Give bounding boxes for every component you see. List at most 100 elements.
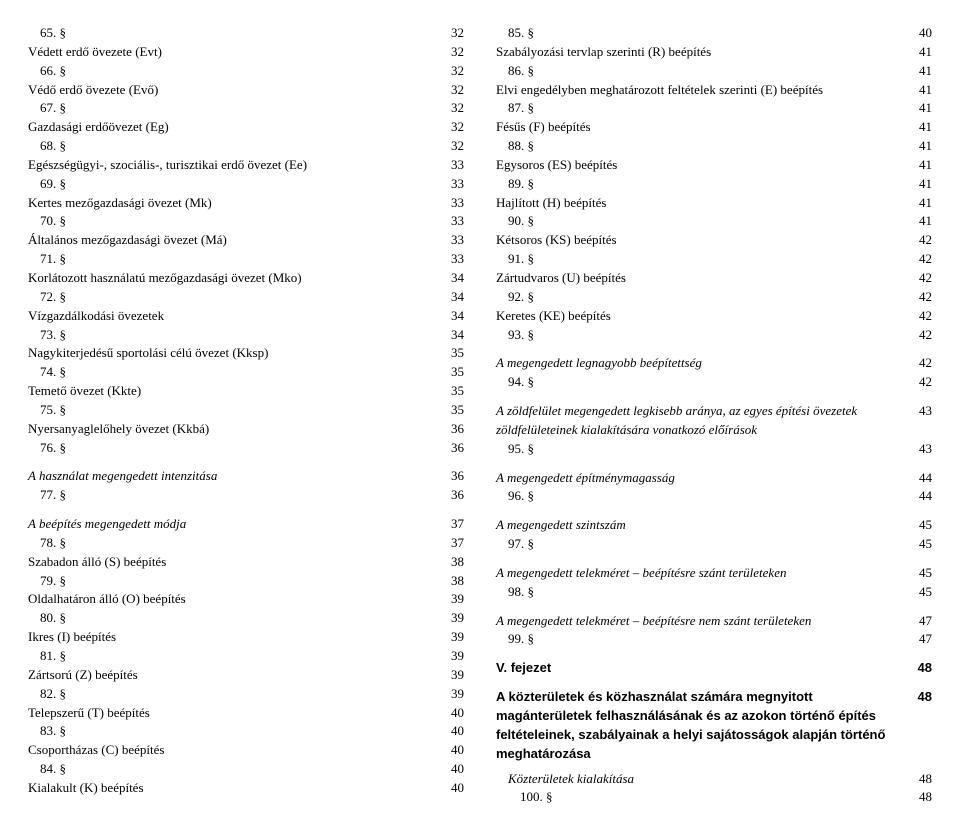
toc-row: 84. §40 [28, 760, 464, 779]
toc-row: Ikres (I) beépítés39 [28, 628, 464, 647]
toc-label: 100. § [496, 788, 904, 807]
toc-row: 71. §33 [28, 250, 464, 269]
toc-row: Egészségügyi-, szociális-, turisztikai e… [28, 156, 464, 175]
toc-page-number: 35 [436, 382, 464, 401]
toc-row: 73. §34 [28, 326, 464, 345]
toc-row: 90. §41 [496, 212, 932, 231]
spacer [28, 457, 464, 467]
toc-page-number: 39 [436, 666, 464, 685]
toc-row: 88. §41 [496, 137, 932, 156]
spacer [496, 506, 932, 516]
toc-label: 86. § [496, 62, 904, 81]
toc-label: Nyersanyaglelőhely övezet (Kkbá) [28, 420, 436, 439]
toc-page-number: 33 [436, 250, 464, 269]
toc-row: 76. §36 [28, 439, 464, 458]
spacer [496, 602, 932, 612]
toc-page-number: 41 [904, 43, 932, 62]
toc-page-number: 35 [436, 401, 464, 420]
toc-label: 92. § [496, 288, 904, 307]
toc-row: 94. §42 [496, 373, 932, 392]
toc-label: Gazdasági erdőövezet (Eg) [28, 118, 436, 137]
spacer [496, 554, 932, 564]
toc-label: 76. § [28, 439, 436, 458]
toc-label: Egészségügyi-, szociális-, turisztikai e… [28, 156, 436, 175]
toc-label: 67. § [28, 99, 436, 118]
toc-page-number: 42 [904, 288, 932, 307]
toc-page-number: 34 [436, 288, 464, 307]
toc-row: 70. §33 [28, 212, 464, 231]
toc-row: 78. §37 [28, 534, 464, 553]
toc-label: Zártudvaros (U) beépítés [496, 269, 904, 288]
toc-page-number: 32 [436, 99, 464, 118]
toc-page-number: 39 [436, 685, 464, 704]
toc-label: Egysoros (ES) beépítés [496, 156, 904, 175]
toc-page-number: 40 [904, 24, 932, 43]
toc-page-number: 35 [436, 363, 464, 382]
toc-row: Egysoros (ES) beépítés41 [496, 156, 932, 175]
toc-label: 79. § [28, 572, 436, 591]
toc-page-number: 33 [436, 194, 464, 213]
toc-row: 89. §41 [496, 175, 932, 194]
toc-page-number: 42 [904, 231, 932, 250]
toc-row: A megengedett építménymagasság44 [496, 469, 932, 488]
toc-row: A zöldfelület megengedett legkisebb arán… [496, 402, 932, 440]
toc-row: Temető övezet (Kkte)35 [28, 382, 464, 401]
toc-row: 65. §32 [28, 24, 464, 43]
toc-label: Ikres (I) beépítés [28, 628, 436, 647]
spacer [28, 505, 464, 515]
toc-row: 93. §42 [496, 326, 932, 345]
toc-label: Csoportházas (C) beépítés [28, 741, 436, 760]
toc-row: 74. §35 [28, 363, 464, 382]
toc-label: 65. § [28, 24, 436, 43]
toc-page-number: 33 [436, 212, 464, 231]
toc-label: 89. § [496, 175, 904, 194]
toc-row: Hajlított (H) beépítés41 [496, 194, 932, 213]
toc-page-number: 42 [904, 307, 932, 326]
toc-label: 70. § [28, 212, 436, 231]
toc-label: 93. § [496, 326, 904, 345]
toc-label: Keretes (KE) beépítés [496, 307, 904, 326]
spacer [496, 459, 932, 469]
toc-page-number: 41 [904, 212, 932, 231]
toc-label: 81. § [28, 647, 436, 666]
toc-page: 65. §32Védett erdő övezete (Evt)3266. §3… [28, 24, 932, 807]
toc-label: 99. § [496, 630, 904, 649]
toc-label: 66. § [28, 62, 436, 81]
toc-page-number: 41 [904, 156, 932, 175]
toc-page-number: 40 [436, 704, 464, 723]
right-column: 85. §40Szabályozási tervlap szerinti (R)… [496, 24, 932, 807]
toc-page-number: 41 [904, 81, 932, 100]
toc-label: 87. § [496, 99, 904, 118]
toc-page-number: 32 [436, 43, 464, 62]
toc-label: Zártsorú (Z) beépítés [28, 666, 436, 685]
toc-page-number: 45 [904, 535, 932, 554]
toc-label: 75. § [28, 401, 436, 420]
toc-label: Általános mezőgazdasági övezet (Má) [28, 231, 436, 250]
toc-label: 71. § [28, 250, 436, 269]
toc-label: 83. § [28, 722, 436, 741]
toc-label: Védő erdő övezete (Evő) [28, 81, 436, 100]
toc-page-number: 48 [904, 659, 932, 678]
toc-page-number: 48 [904, 770, 932, 789]
toc-label: V. fejezet [496, 659, 904, 678]
toc-row: A megengedett legnagyobb beépítettség42 [496, 354, 932, 373]
toc-label: 78. § [28, 534, 436, 553]
toc-row: Keretes (KE) beépítés42 [496, 307, 932, 326]
toc-page-number: 41 [904, 137, 932, 156]
toc-label: 84. § [28, 760, 436, 779]
toc-label: Kétsoros (KS) beépítés [496, 231, 904, 250]
toc-label: 88. § [496, 137, 904, 156]
toc-label: A használat megengedett intenzitása [28, 467, 436, 486]
toc-row: Fésűs (F) beépítés41 [496, 118, 932, 137]
toc-row: 87. §41 [496, 99, 932, 118]
toc-row: V. fejezet48 [496, 659, 932, 678]
toc-label: 74. § [28, 363, 436, 382]
toc-row: Csoportházas (C) beépítés40 [28, 741, 464, 760]
toc-row: 82. §39 [28, 685, 464, 704]
toc-page-number: 45 [904, 564, 932, 583]
toc-page-number: 34 [436, 326, 464, 345]
toc-page-number: 36 [436, 439, 464, 458]
toc-page-number: 34 [436, 269, 464, 288]
toc-label: 69. § [28, 175, 436, 194]
toc-page-number: 42 [904, 250, 932, 269]
